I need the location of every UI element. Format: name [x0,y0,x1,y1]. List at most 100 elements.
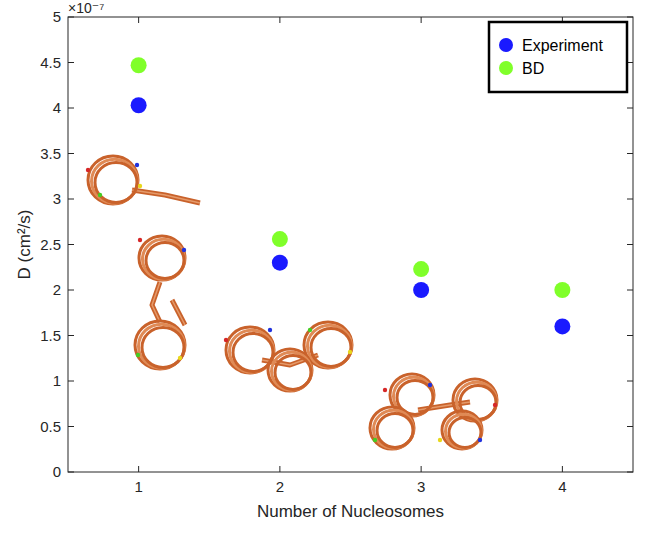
nucleosome [442,411,482,449]
point [554,282,570,298]
x-tick [421,466,422,472]
point [413,261,429,277]
legend-label: BD [522,60,544,77]
y-tick [68,199,74,200]
y-tick [627,290,633,291]
decor-dot [182,248,186,252]
x-tick-label: 4 [558,478,566,495]
y-tick [68,381,74,382]
decor-dot [138,184,142,188]
data-points [131,57,571,334]
decor-dot [98,193,102,197]
nucleosome [449,417,481,447]
legend-label: Experiment [522,37,603,54]
y-tick-label: 2 [53,281,61,298]
decor-dot [373,438,377,442]
decor-dot [348,350,352,354]
y-axis-label: D (cm²/s) [15,210,34,280]
decor-dot [135,163,139,167]
y-tick [68,17,74,18]
y-tick-label: 0.5 [40,418,61,435]
point [413,282,429,298]
plot-frame [68,17,633,472]
plot-area [68,17,633,472]
y-tick [627,426,633,427]
y-tick [627,472,633,473]
y-tick-label: 0 [53,463,61,480]
linker-dna [152,282,160,322]
decor-dot [428,383,432,387]
y-tick-label: 1.5 [40,327,61,344]
nucleosome [146,242,184,278]
linker-dna [132,190,200,203]
point [554,318,570,334]
nucleosome [374,410,414,448]
y-tick-label: 4 [53,99,61,116]
linker-dna [172,300,185,325]
linker-dna [152,282,160,322]
y-tick-label: 3.5 [40,145,61,162]
y-tick [627,153,633,154]
x-tick-label: 2 [276,478,284,495]
linker-dna [132,190,200,203]
point [131,97,147,113]
nucleosome [272,352,312,390]
x-tick [138,466,139,472]
y-tick [68,244,74,245]
nucleosome [446,414,482,448]
decor-dot [178,356,182,360]
nucleosome [143,239,185,279]
y-tick [68,108,74,109]
y-tick-label: 5 [53,8,61,25]
nucleosome [377,413,413,447]
y-tick [627,199,633,200]
y-tick [68,62,74,63]
decor-dot [438,438,442,442]
decor-dot [383,388,387,392]
y-tick-label: 4.5 [40,54,61,71]
decor-dot [136,353,140,357]
x-tick [138,17,139,23]
decor-dot [493,403,497,407]
linker-dna [172,300,185,325]
nucleosome [142,327,184,367]
y-tick-label: 1 [53,372,61,389]
nucleosome [311,328,351,366]
y-tick [68,290,74,291]
decor-dot [138,238,142,242]
legend-box [489,22,627,92]
nucleosome [275,355,311,389]
nucleosome [135,321,185,369]
nucleosome [139,324,185,368]
y-tick [68,335,74,336]
chart: 00.511.522.533.544.551234Number of Nucle… [0,0,660,547]
nucleosome-illustrations [86,156,497,449]
y-tick [68,153,74,154]
y-tick [627,108,633,109]
x-tick [562,466,563,472]
x-tick [279,466,280,472]
nucleosome [226,327,274,373]
x-tick-label: 3 [417,478,425,495]
nucleosome [88,156,138,204]
y-tick [68,472,74,473]
x-tick-label: 1 [134,478,142,495]
x-tick [421,17,422,23]
y-tick [627,335,633,336]
nucleosome [95,162,137,202]
nucleosome [92,159,138,203]
y-tick-label: 2.5 [40,236,61,253]
decor-dot [268,328,272,332]
nucleosome [268,349,312,391]
y-offset-text: ×10⁻⁷ [68,0,104,16]
y-tick-label: 3 [53,190,61,207]
legend-marker [499,61,513,75]
nucleosome [370,407,414,449]
point [272,255,288,271]
y-tick [627,381,633,382]
nucleosome [139,236,185,280]
legend: Experiment BD [489,22,627,92]
decor-dot [224,338,228,342]
decor-dot [86,168,90,172]
legend-marker [499,38,513,52]
